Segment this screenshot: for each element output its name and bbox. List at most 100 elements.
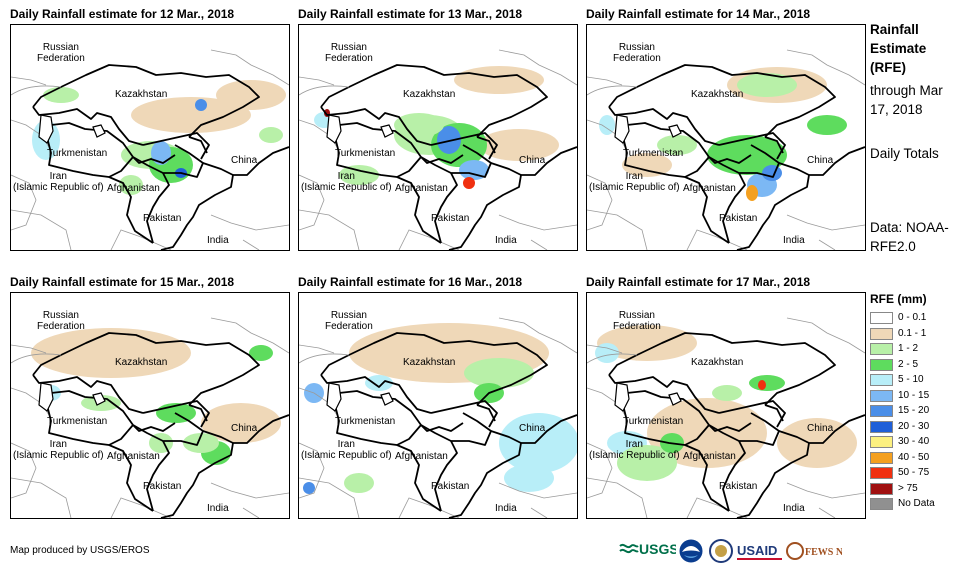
legend-swatch xyxy=(870,374,893,386)
rainfall-patch xyxy=(737,73,797,97)
rainfall-patch xyxy=(201,403,281,443)
label-india: India xyxy=(495,503,517,514)
label-china: China xyxy=(231,423,258,434)
label-turkmenistan: Turkmenistan xyxy=(623,148,684,159)
label-turkmenistan: Turkmenistan xyxy=(335,416,396,427)
rainfall-patch xyxy=(459,160,489,180)
rainfall-patch xyxy=(707,135,787,175)
map-frame: Russian Federation Kazakhstan Turkmenista… xyxy=(10,292,290,519)
legend-label: 50 - 75 xyxy=(898,467,930,478)
svg-text:USGS: USGS xyxy=(639,541,676,557)
coast-line xyxy=(299,353,350,364)
rainfall-patch xyxy=(464,358,534,388)
rainfall-patch xyxy=(131,97,251,133)
label-afghanistan: Afghanistan xyxy=(683,183,736,194)
rainfall-patch xyxy=(249,345,273,361)
water-bodies xyxy=(326,114,394,144)
legend-label: 10 - 15 xyxy=(898,389,930,401)
sidebar-totals: Daily Totals xyxy=(870,146,939,161)
country-borders xyxy=(320,332,577,518)
rainfall-field xyxy=(31,328,281,465)
rainfall-patch xyxy=(749,375,785,391)
rainfall-patch xyxy=(599,115,615,135)
rainfall-patch xyxy=(151,141,171,165)
label-pakistan: Pakistan xyxy=(431,213,470,224)
label-india: India xyxy=(783,235,805,246)
svg-text:USAID: USAID xyxy=(737,543,777,558)
legend-swatch xyxy=(870,498,893,510)
rainfall-field xyxy=(595,325,857,481)
rainfall-patch xyxy=(339,165,379,185)
rainfall-patch xyxy=(712,385,742,401)
water-bodies xyxy=(614,114,682,144)
water-bodies xyxy=(38,382,106,412)
label-afghanistan: Afghanistan xyxy=(683,451,736,462)
country-borders xyxy=(608,332,865,518)
rainfall-patch xyxy=(657,135,697,155)
label-india: India xyxy=(495,235,517,246)
rainfall-patch xyxy=(216,80,286,110)
map-credit: Map produced by USGS/EROS xyxy=(10,545,150,556)
label-pakistan: Pakistan xyxy=(143,213,182,224)
rainfall-patch xyxy=(365,375,393,391)
panel-title: Daily Rainfall estimate for 16 Mar., 201… xyxy=(298,275,523,289)
fewsnet-logo: FEWS NET xyxy=(786,538,857,566)
label-turkmenistan: Turkmenistan xyxy=(623,416,684,427)
rainfall-patch xyxy=(31,328,191,378)
map-frame: Russian Federation Kazakhstan Turkmenista… xyxy=(586,24,866,251)
panel-15-mar: Daily Rainfall estimate for 15 Mar., 201… xyxy=(10,273,290,523)
rainfall-patch xyxy=(762,165,782,181)
label-china: China xyxy=(519,155,546,166)
coast-line xyxy=(587,85,638,96)
rainfall-field xyxy=(32,80,286,195)
label-china: China xyxy=(807,423,834,434)
label-afghanistan: Afghanistan xyxy=(395,451,448,462)
rainfall-patch xyxy=(303,482,315,494)
label-russia: Russian Federation xyxy=(325,42,373,64)
rainfall-patch xyxy=(394,113,444,137)
coast-line xyxy=(587,353,638,364)
legend-title: RFE (mm) xyxy=(870,292,927,306)
noaa-logo xyxy=(678,538,704,566)
country-borders xyxy=(32,332,289,518)
label-india: India xyxy=(783,503,805,514)
legend-swatch xyxy=(870,389,893,402)
map-frame: Russian Federation Kazakhstan Turkmenista… xyxy=(10,24,290,251)
legend-label: 30 - 40 xyxy=(898,436,930,447)
label-kazakhstan: Kazakhstan xyxy=(403,357,456,368)
panel-title: Daily Rainfall estimate for 15 Mar., 201… xyxy=(10,275,235,289)
rainfall-patch xyxy=(758,380,766,390)
label-kazakhstan: Kazakhstan xyxy=(691,357,744,368)
state-seal-logo xyxy=(708,538,734,566)
label-pakistan: Pakistan xyxy=(431,481,470,492)
label-kazakhstan: Kazakhstan xyxy=(403,89,456,100)
label-afghanistan: Afghanistan xyxy=(107,183,160,194)
panel-13-mar: Daily Rainfall estimate for 13 Mar., 201… xyxy=(298,5,578,255)
map-frame: Russian Federation Kazakhstan Turkmenista… xyxy=(586,292,866,519)
label-russia: Russian Federation xyxy=(613,310,661,332)
rainfall-patch xyxy=(195,99,207,111)
sidebar-title: Rainfall Estimate (RFE) xyxy=(870,22,927,75)
legend-label: 40 - 50 xyxy=(898,451,930,463)
label-pakistan: Pakistan xyxy=(719,481,758,492)
rainfall-patch xyxy=(119,175,143,195)
label-kazakhstan: Kazakhstan xyxy=(691,89,744,100)
legend-swatch xyxy=(870,420,893,433)
neighbour-borders xyxy=(587,317,865,518)
basemap xyxy=(11,317,289,518)
country-borders xyxy=(32,64,289,250)
rainfall-patch xyxy=(595,343,619,363)
map-frame: Russian Federation Kazakhstan Turkmenista… xyxy=(298,292,578,519)
rainfall-patch xyxy=(454,66,544,94)
legend-swatch xyxy=(870,405,893,417)
coast-line xyxy=(11,85,62,96)
rainfall-patch xyxy=(183,433,219,453)
basemap xyxy=(587,317,865,518)
legend-label: 0 - 0.1 xyxy=(898,312,927,323)
water-bodies xyxy=(614,382,682,412)
usgs-logo: USGS xyxy=(618,538,679,566)
label-iran: Iran (Islamic Republic of) xyxy=(589,439,680,461)
rainfall-patch xyxy=(259,127,283,143)
legend-label: 15 - 20 xyxy=(898,405,930,416)
sidebar-data-source: Data: NOAA-RFE2.0 xyxy=(870,220,949,254)
